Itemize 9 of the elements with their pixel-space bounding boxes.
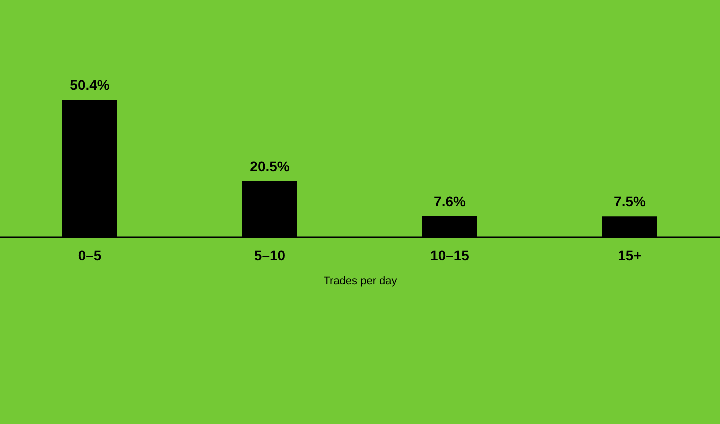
data-label: 7.5% bbox=[614, 194, 646, 210]
x-axis-title: Trades per day bbox=[324, 276, 398, 288]
x-tick-label: 15+ bbox=[618, 248, 642, 264]
x-tick-label: 10–15 bbox=[430, 248, 470, 264]
data-label: 20.5% bbox=[250, 158, 290, 174]
data-label: 7.6% bbox=[434, 193, 466, 210]
x-tick-label: 0–5 bbox=[78, 248, 102, 264]
x-tick-label: 5–10 bbox=[254, 248, 286, 264]
data-label: 50.4% bbox=[70, 77, 110, 94]
